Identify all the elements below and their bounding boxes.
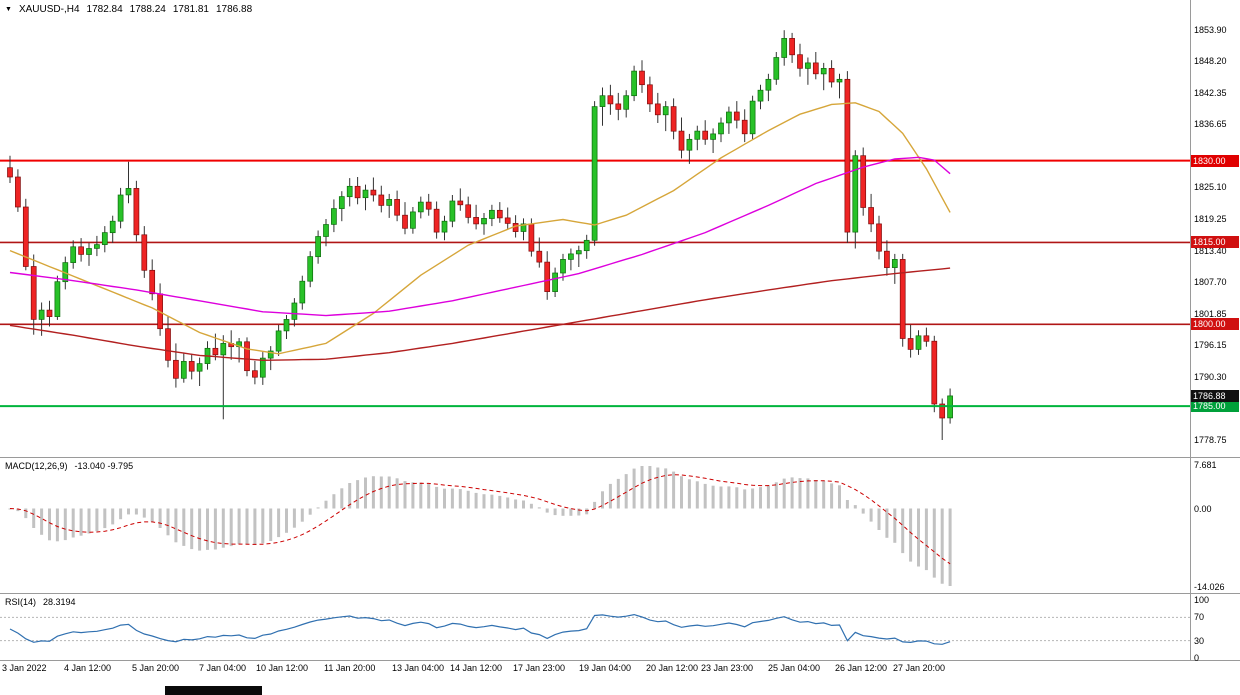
high-value: 1788.24 bbox=[129, 4, 166, 15]
price-badge-1815.00: 1815.00 bbox=[1191, 236, 1239, 249]
rsi-axis-label: 70 bbox=[1194, 612, 1205, 623]
rsi-indicator-label: RSI(14) 28.3194 bbox=[5, 597, 76, 607]
price-axis-label: 1836.65 bbox=[1194, 119, 1227, 130]
taskbar-fragment bbox=[165, 686, 262, 695]
price-axis[interactable]: 1853.90 1848.20 1842.35 1836.65 1825.10 1819.… bbox=[1191, 0, 1240, 663]
price-axis-label: 1848.20 bbox=[1194, 56, 1227, 67]
price-axis-label: 1796.15 bbox=[1194, 340, 1227, 351]
ma-mid-magenta bbox=[9, 156, 951, 317]
time-axis-label: 13 Jan 04:00 bbox=[392, 663, 445, 673]
time-axis-label: 3 Jan 2022 bbox=[2, 663, 47, 673]
time-axis-label: 11 Jan 20:00 bbox=[324, 663, 376, 673]
rsi-axis-label: 100 bbox=[1194, 595, 1210, 605]
price-axis-label: 1778.75 bbox=[1194, 435, 1227, 446]
time-axis-label: 5 Jan 20:00 bbox=[132, 663, 180, 673]
time-axis[interactable]: 3 Jan 2022 4 Jan 12:00 5 Jan 20:00 7 Jan 04… bbox=[0, 662, 1240, 678]
macd-axis-label: -14.026 bbox=[1194, 582, 1225, 592]
time-axis-label: 27 Jan 20:00 bbox=[893, 663, 946, 673]
rsi-name: RSI(14) bbox=[5, 597, 37, 607]
close-value: 1786.88 bbox=[215, 4, 253, 15]
price-axis-label: 1813.40 bbox=[1194, 246, 1227, 257]
price-axis-label: 1819.25 bbox=[1194, 214, 1227, 225]
time-axis-label: 20 Jan 12:00 bbox=[646, 663, 699, 673]
price-badge-1800.00: 1800.00 bbox=[1191, 318, 1239, 331]
price-axis-label: 1790.30 bbox=[1194, 372, 1227, 383]
rsi-line bbox=[9, 613, 951, 645]
rsi-axis-label: 30 bbox=[1194, 635, 1205, 646]
time-axis-label: 10 Jan 12:00 bbox=[256, 663, 309, 673]
price-badge-1830.00: 1830.00 bbox=[1191, 154, 1239, 167]
time-axis-label: 7 Jan 04:00 bbox=[199, 663, 247, 673]
price-axis-label: 1825.10 bbox=[1194, 182, 1227, 193]
rsi-axis-label: 0 bbox=[1194, 653, 1200, 663]
time-axis-label: 17 Jan 23:00 bbox=[513, 663, 566, 673]
ma-slow-darkred bbox=[9, 267, 951, 362]
price-axis-label: 1807.70 bbox=[1194, 277, 1227, 288]
macd-axis-label: 7.681 bbox=[1194, 460, 1217, 470]
price-axis-label: 1853.90 bbox=[1194, 25, 1227, 36]
ohlc-header: ▼ XAUUSD-,H4 1782.84 1788.24 1781.81 178… bbox=[5, 4, 252, 15]
time-axis-label: 25 Jan 04:00 bbox=[768, 663, 821, 673]
time-axis-label: 23 Jan 23:00 bbox=[701, 663, 754, 673]
current-price-badge: 1786.88 bbox=[1191, 389, 1239, 402]
symbol-dropdown-icon[interactable]: ▼ bbox=[5, 5, 12, 13]
time-axis-label: 14 Jan 12:00 bbox=[450, 663, 503, 673]
price-axis-label: 1842.35 bbox=[1194, 88, 1227, 99]
macd-values: -13.040 -9.795 bbox=[74, 461, 134, 471]
time-axis-label: 4 Jan 12:00 bbox=[64, 663, 112, 673]
low-value: 1781.81 bbox=[172, 4, 209, 15]
price-badge-1785.00: 1785.00 bbox=[1191, 400, 1239, 413]
ma-fast-orange bbox=[9, 102, 951, 355]
price-axis-label: 1801.85 bbox=[1194, 309, 1227, 320]
time-axis-label: 19 Jan 04:00 bbox=[579, 663, 632, 673]
time-axis-label: 26 Jan 12:00 bbox=[835, 663, 888, 673]
macd-axis-label: 0.00 bbox=[1194, 503, 1212, 514]
macd-signal-line bbox=[9, 474, 951, 565]
symbol-period-label: XAUUSD-,H4 bbox=[18, 4, 80, 15]
macd-indicator-label: MACD(12,26,9) -13.040 -9.795 bbox=[5, 461, 133, 471]
rsi-value: 28.3194 bbox=[43, 597, 76, 607]
macd-name: MACD(12,26,9) bbox=[5, 461, 68, 471]
open-value: 1782.84 bbox=[86, 4, 123, 15]
